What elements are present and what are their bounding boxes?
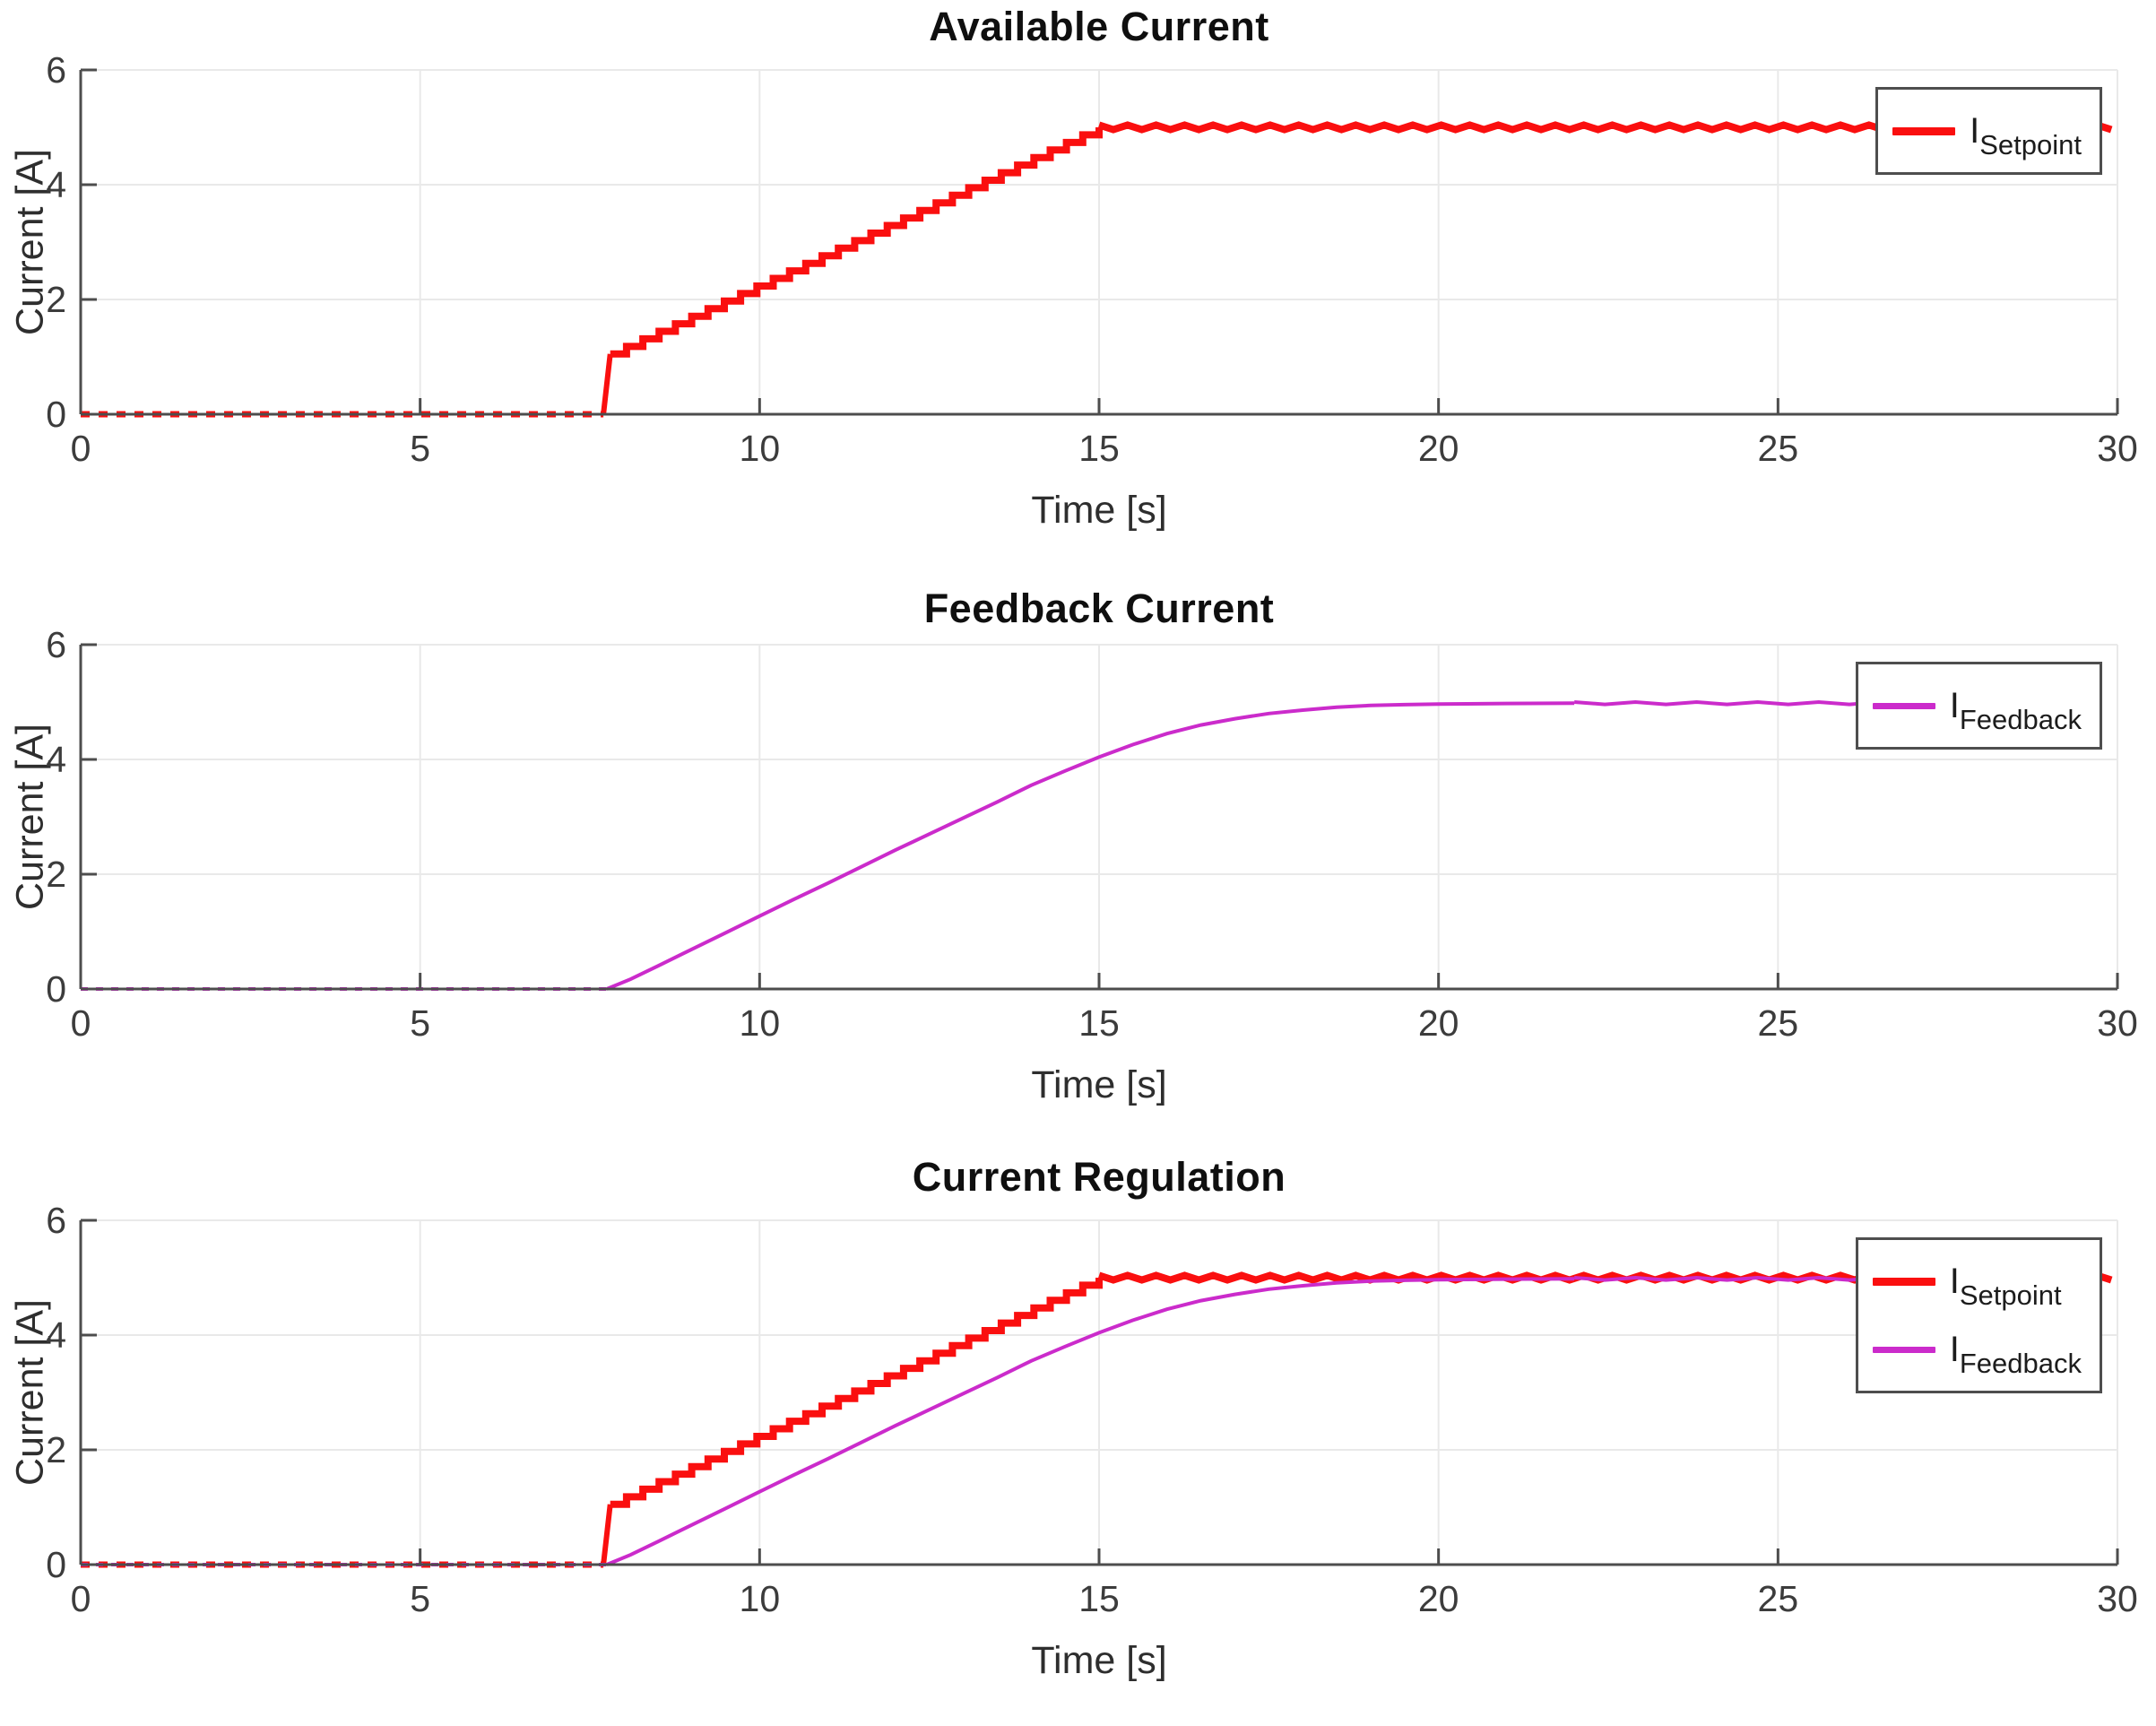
- chart-title: Current Regulation: [912, 1154, 1286, 1200]
- panel-available-current: Available Current Current [A] 0 5 10 15 20 25…: [0, 0, 2156, 575]
- x-tick-label: 25: [1758, 428, 1799, 469]
- x-tick-label: 30: [2097, 1002, 2138, 1044]
- x-tick-label: 15: [1078, 1002, 1120, 1044]
- x-tick-label: 20: [1418, 1002, 1459, 1044]
- x-axis-label: Time [s]: [1031, 489, 1167, 532]
- y-tick-label: 6: [46, 49, 66, 91]
- x-tick-label: 5: [410, 1002, 430, 1044]
- plot-area: 0 5 10 15 20 25 30 0 2 4 6: [46, 624, 2138, 1044]
- x-tick-label: 0: [71, 1002, 91, 1044]
- x-tick-label: 15: [1078, 1578, 1120, 1619]
- legend-line-sample: [1872, 1277, 1935, 1286]
- y-tick-label: 0: [46, 394, 66, 435]
- x-tick-label: 30: [2097, 428, 2138, 469]
- y-tick-label: 0: [46, 968, 66, 1010]
- legend: IFeedback: [1855, 662, 2102, 750]
- x-axis-label: Time [s]: [1031, 1063, 1167, 1106]
- x-tick-label: 20: [1418, 1578, 1459, 1619]
- y-tick-label: 6: [46, 624, 66, 665]
- legend-line-sample: [1892, 126, 1956, 135]
- x-tick-label: 5: [410, 428, 430, 469]
- chart-title: Feedback Current: [923, 585, 1275, 631]
- x-tick-label: 10: [740, 1578, 781, 1619]
- x-axis-label: Time [s]: [1031, 1639, 1167, 1682]
- legend-entry-feedback: IFeedback: [1872, 672, 2082, 740]
- legend-label: ISetpoint: [1949, 1262, 2062, 1311]
- I_Setpoint-line: [610, 1278, 1103, 1508]
- panel-feedback-current: Feedback Current Current [A] 0 5 10 15 20 25 3…: [0, 575, 2156, 1150]
- y-tick-label: 2: [46, 854, 66, 895]
- legend-entry-setpoint: ISetpoint: [1872, 1247, 2082, 1315]
- legend-label: IFeedback: [1949, 686, 2082, 735]
- x-tick-label: 10: [740, 1002, 781, 1044]
- x-tick-label: 0: [71, 1578, 91, 1619]
- legend: ISetpoint IFeedback: [1855, 1237, 2102, 1393]
- legend-entry-setpoint: ISetpoint: [1892, 97, 2082, 165]
- I_Setpoint-line: [601, 1504, 613, 1566]
- legend: ISetpoint: [1875, 87, 2102, 175]
- x-tick-label: 25: [1758, 1002, 1799, 1044]
- I_Setpoint-line: [601, 353, 613, 415]
- x-tick-label: 10: [740, 428, 781, 469]
- y-tick-label: 0: [46, 1544, 66, 1585]
- x-tick-label: 15: [1078, 428, 1120, 469]
- x-tick-label: 5: [410, 1578, 430, 1619]
- I_Feedback-line: [606, 701, 1575, 991]
- legend-entry-feedback: IFeedback: [1872, 1315, 2082, 1383]
- panel-current-regulation: Current Regulation Current [A] 0 5 10 15 20 2…: [0, 1150, 2156, 1726]
- legend-line-sample: [1872, 1346, 1935, 1353]
- x-tick-label: 30: [2097, 1578, 2138, 1619]
- x-tick-label: 0: [71, 428, 91, 469]
- legend-line-sample: [1872, 702, 1935, 709]
- legend-label: ISetpoint: [1970, 111, 2082, 160]
- y-tick-label: 2: [46, 1429, 66, 1470]
- x-tick-label: 25: [1758, 1578, 1799, 1619]
- I_Feedback-line: [606, 1277, 1575, 1566]
- I_Setpoint-line: [610, 127, 1103, 358]
- y-tick-label: 4: [46, 1314, 66, 1356]
- plot-area: 0 5 10 15 20 25 30 0 2 4 6: [46, 49, 2138, 469]
- y-tick-label: 2: [46, 279, 66, 320]
- y-tick-label: 6: [46, 1200, 66, 1241]
- y-tick-label: 4: [46, 164, 66, 205]
- x-tick-label: 20: [1418, 428, 1459, 469]
- y-tick-label: 4: [46, 739, 66, 780]
- legend-label: IFeedback: [1949, 1330, 2082, 1379]
- chart-title: Available Current: [929, 4, 1269, 49]
